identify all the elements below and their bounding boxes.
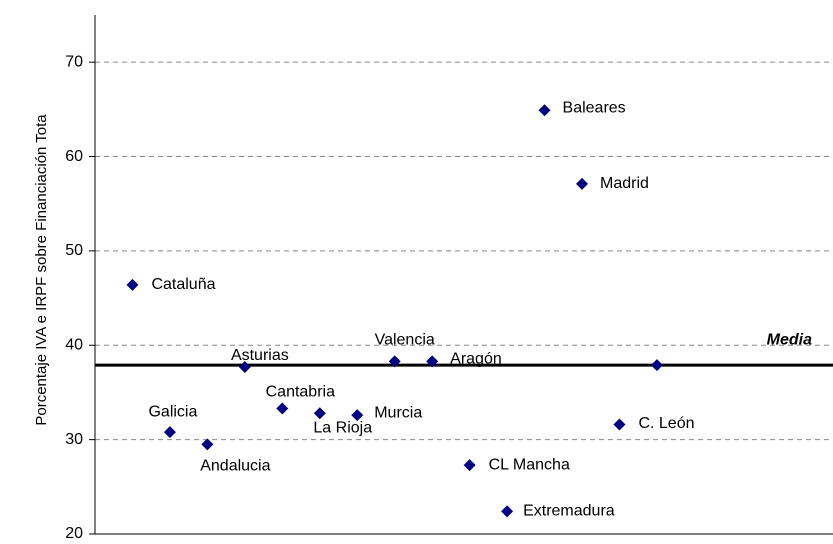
point-label: CL Mancha bbox=[489, 456, 570, 473]
y-tick-label: 20 bbox=[65, 525, 83, 539]
point-label: Aragón bbox=[450, 351, 502, 368]
point bbox=[201, 438, 214, 451]
point bbox=[426, 355, 439, 368]
y-tick-label: 60 bbox=[65, 148, 83, 165]
point-label: Cantabria bbox=[266, 384, 335, 401]
point bbox=[501, 505, 514, 518]
point-label: Baleares bbox=[563, 100, 626, 117]
point-label: Cataluña bbox=[151, 276, 215, 293]
point-label: La Rioja bbox=[313, 419, 372, 436]
point-label: Murcia bbox=[374, 404, 422, 421]
y-tick-label: 50 bbox=[65, 242, 83, 259]
point-label: Extremadura bbox=[523, 503, 615, 520]
point bbox=[388, 355, 401, 368]
point bbox=[613, 418, 626, 431]
point-label: C. León bbox=[638, 415, 694, 432]
y-tick-label: 30 bbox=[65, 431, 83, 448]
y-axis-label: Porcentaje IVA e IRPF sobre Financiación… bbox=[33, 114, 50, 426]
y-tick-label: 70 bbox=[65, 53, 83, 70]
point bbox=[538, 104, 551, 117]
y-tick-label: 40 bbox=[65, 336, 83, 353]
point bbox=[313, 407, 326, 420]
point-label: Valencia bbox=[375, 332, 435, 349]
point-label: Madrid bbox=[600, 175, 649, 192]
point-label: Andalucia bbox=[200, 458, 270, 475]
point bbox=[650, 359, 663, 372]
point bbox=[238, 360, 251, 373]
point-label: Galicia bbox=[148, 403, 197, 420]
point bbox=[463, 459, 476, 472]
point-label: Asturias bbox=[231, 347, 289, 364]
point bbox=[276, 402, 289, 415]
point bbox=[351, 409, 364, 422]
point bbox=[163, 426, 176, 439]
point bbox=[126, 278, 139, 291]
reference-label: Media bbox=[767, 331, 812, 348]
point bbox=[576, 177, 589, 190]
